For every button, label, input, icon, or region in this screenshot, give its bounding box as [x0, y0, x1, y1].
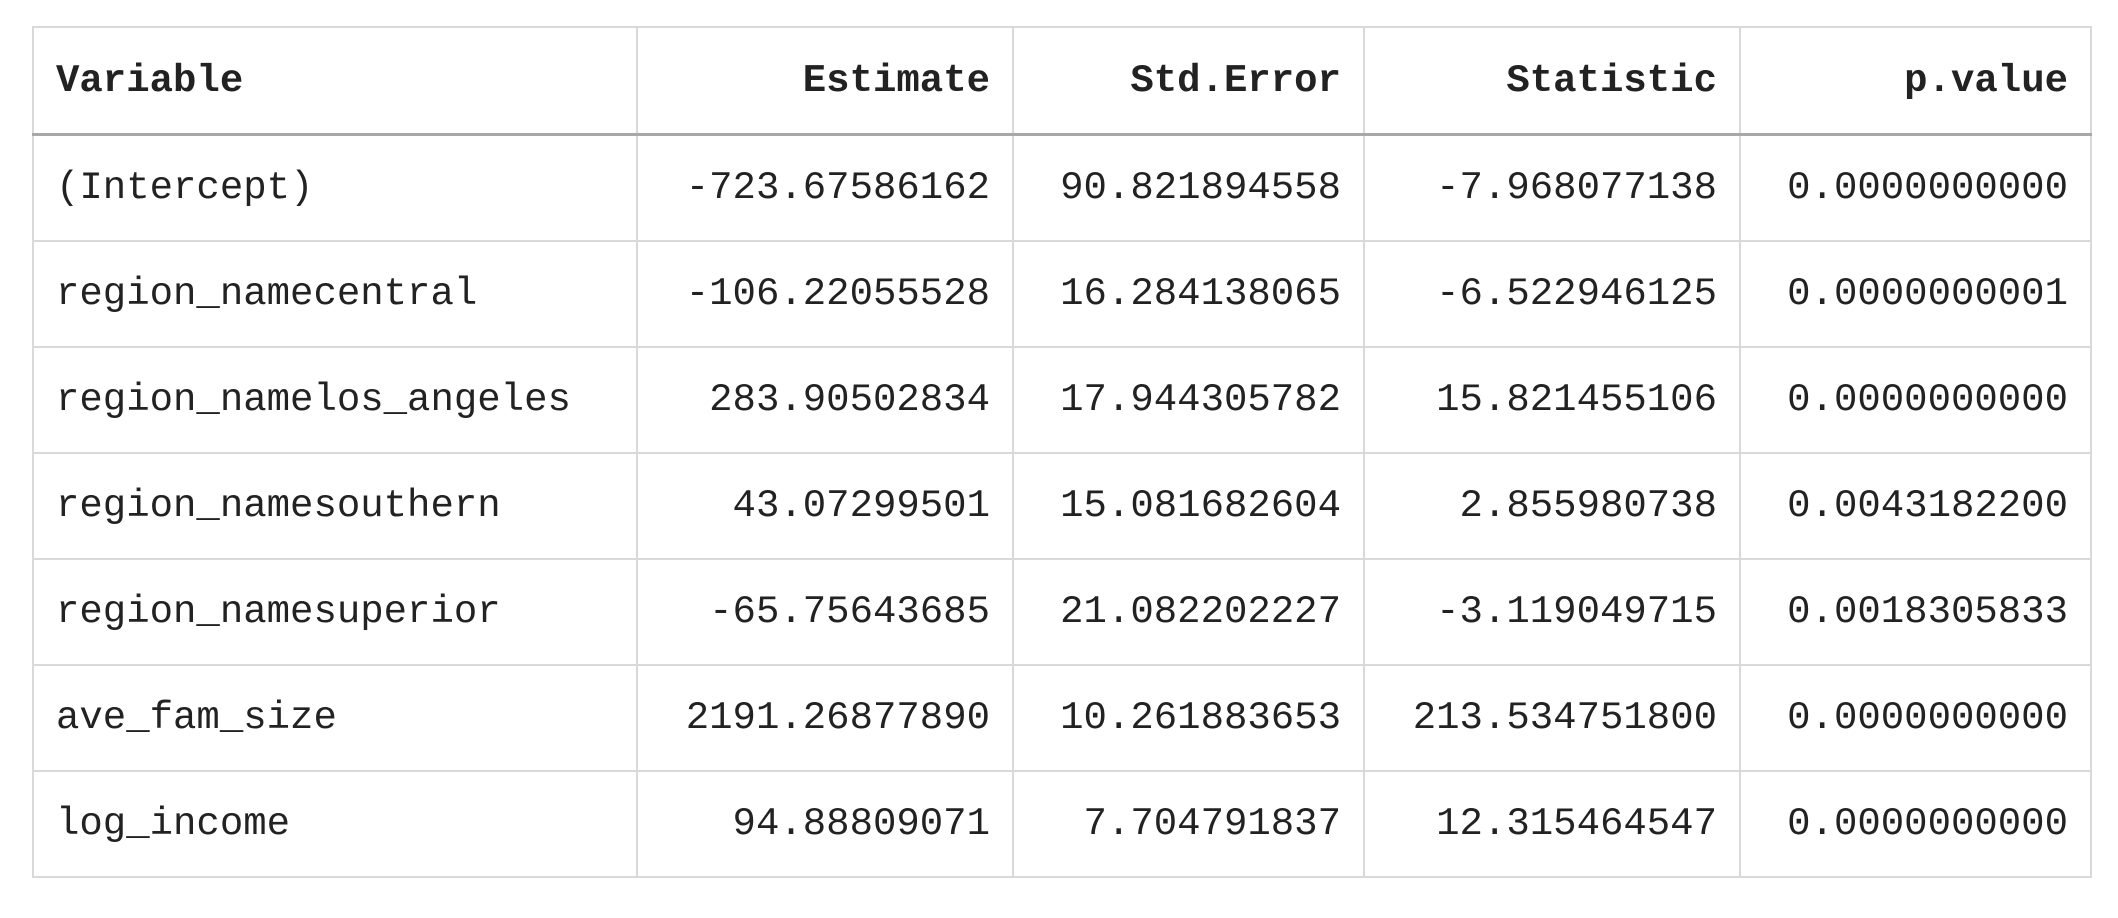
cell-statistic: 12.315464547: [1363, 770, 1741, 878]
cell-estimate: -65.75643685: [636, 558, 1014, 666]
cell-estimate: 2191.26877890: [636, 664, 1014, 772]
column-header-estimate: Estimate: [636, 26, 1014, 136]
regression-table-container: Variable Estimate Std.Error Statistic p.…: [32, 26, 2092, 878]
cell-statistic: -6.522946125: [1363, 240, 1741, 348]
cell-variable: region_namesouthern: [32, 452, 638, 560]
cell-std-error: 10.261883653: [1012, 664, 1365, 772]
cell-estimate: -723.67586162: [636, 133, 1014, 242]
cell-statistic: 15.821455106: [1363, 346, 1741, 454]
table-row: region_namesuperior -65.75643685 21.0822…: [32, 558, 2092, 666]
cell-p-value: 0.0043182200: [1739, 452, 2092, 560]
column-header-std-error: Std.Error: [1012, 26, 1365, 136]
cell-estimate: 283.90502834: [636, 346, 1014, 454]
table-row: region_namesouthern 43.07299501 15.08168…: [32, 452, 2092, 560]
regression-results-table: Variable Estimate Std.Error Statistic p.…: [32, 26, 2092, 878]
cell-statistic: 2.855980738: [1363, 452, 1741, 560]
cell-variable: ave_fam_size: [32, 664, 638, 772]
cell-variable: log_income: [32, 770, 638, 878]
cell-statistic: -7.968077138: [1363, 133, 1741, 242]
header-row: Variable Estimate Std.Error Statistic p.…: [32, 26, 2092, 136]
cell-std-error: 90.821894558: [1012, 133, 1365, 242]
cell-p-value: 0.0000000000: [1739, 346, 2092, 454]
cell-p-value: 0.0000000000: [1739, 770, 2092, 878]
table-row: region_namecentral -106.22055528 16.2841…: [32, 240, 2092, 348]
cell-std-error: 7.704791837: [1012, 770, 1365, 878]
cell-statistic: 213.534751800: [1363, 664, 1741, 772]
cell-variable: region_namelos_angeles: [32, 346, 638, 454]
cell-std-error: 15.081682604: [1012, 452, 1365, 560]
cell-estimate: 43.07299501: [636, 452, 1014, 560]
cell-std-error: 21.082202227: [1012, 558, 1365, 666]
column-header-variable: Variable: [32, 26, 638, 136]
cell-p-value: 0.0000000000: [1739, 133, 2092, 242]
cell-p-value: 0.0000000001: [1739, 240, 2092, 348]
table-row: ave_fam_size 2191.26877890 10.261883653 …: [32, 664, 2092, 772]
cell-std-error: 16.284138065: [1012, 240, 1365, 348]
table-row: (Intercept) -723.67586162 90.821894558 -…: [32, 133, 2092, 242]
cell-p-value: 0.0018305833: [1739, 558, 2092, 666]
cell-statistic: -3.119049715: [1363, 558, 1741, 666]
table-row: log_income 94.88809071 7.704791837 12.31…: [32, 770, 2092, 878]
column-header-p-value: p.value: [1739, 26, 2092, 136]
table-body: (Intercept) -723.67586162 90.821894558 -…: [32, 133, 2092, 878]
column-header-statistic: Statistic: [1363, 26, 1741, 136]
table-row: region_namelos_angeles 283.90502834 17.9…: [32, 346, 2092, 454]
cell-p-value: 0.0000000000: [1739, 664, 2092, 772]
cell-variable: region_namecentral: [32, 240, 638, 348]
cell-variable: region_namesuperior: [32, 558, 638, 666]
cell-estimate: -106.22055528: [636, 240, 1014, 348]
table-header: Variable Estimate Std.Error Statistic p.…: [32, 26, 2092, 136]
cell-std-error: 17.944305782: [1012, 346, 1365, 454]
cell-estimate: 94.88809071: [636, 770, 1014, 878]
cell-variable: (Intercept): [32, 133, 638, 242]
